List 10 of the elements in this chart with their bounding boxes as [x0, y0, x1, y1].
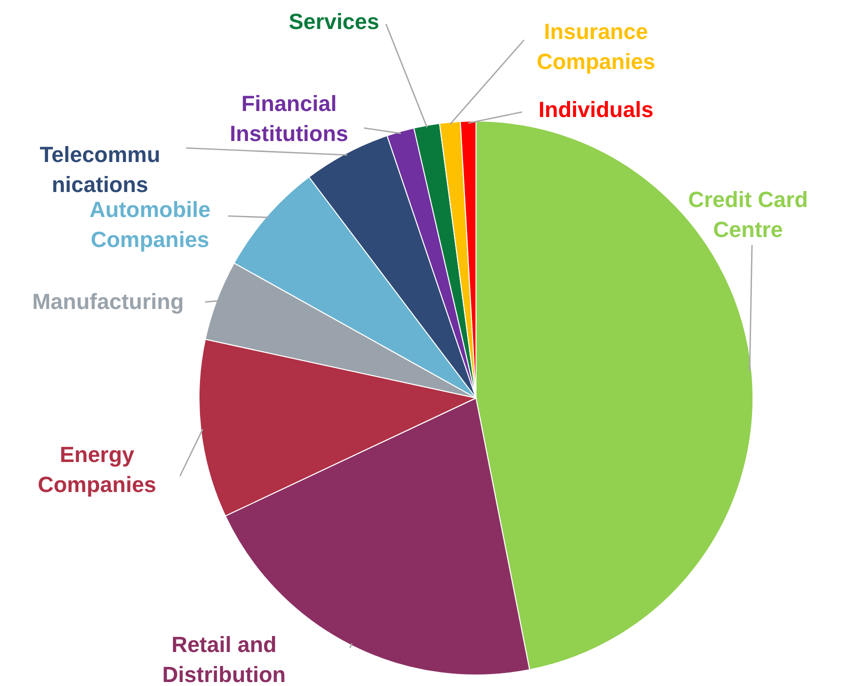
slice-label: Automobile Companies: [90, 197, 210, 252]
slice-label: Financial Institutions: [230, 91, 348, 146]
slice-label: Energy Companies: [38, 442, 156, 497]
slice-label: Credit Card Centre: [688, 187, 808, 242]
slice-label: Services: [288, 9, 380, 34]
slice-label: Insurance Companies: [536, 19, 656, 74]
slice-label: Retail and Distribution: [162, 632, 286, 686]
slice-label: Individuals: [538, 97, 654, 122]
slice-label: Manufacturing: [32, 289, 184, 314]
slice-label: Telecommu nications: [40, 142, 160, 197]
